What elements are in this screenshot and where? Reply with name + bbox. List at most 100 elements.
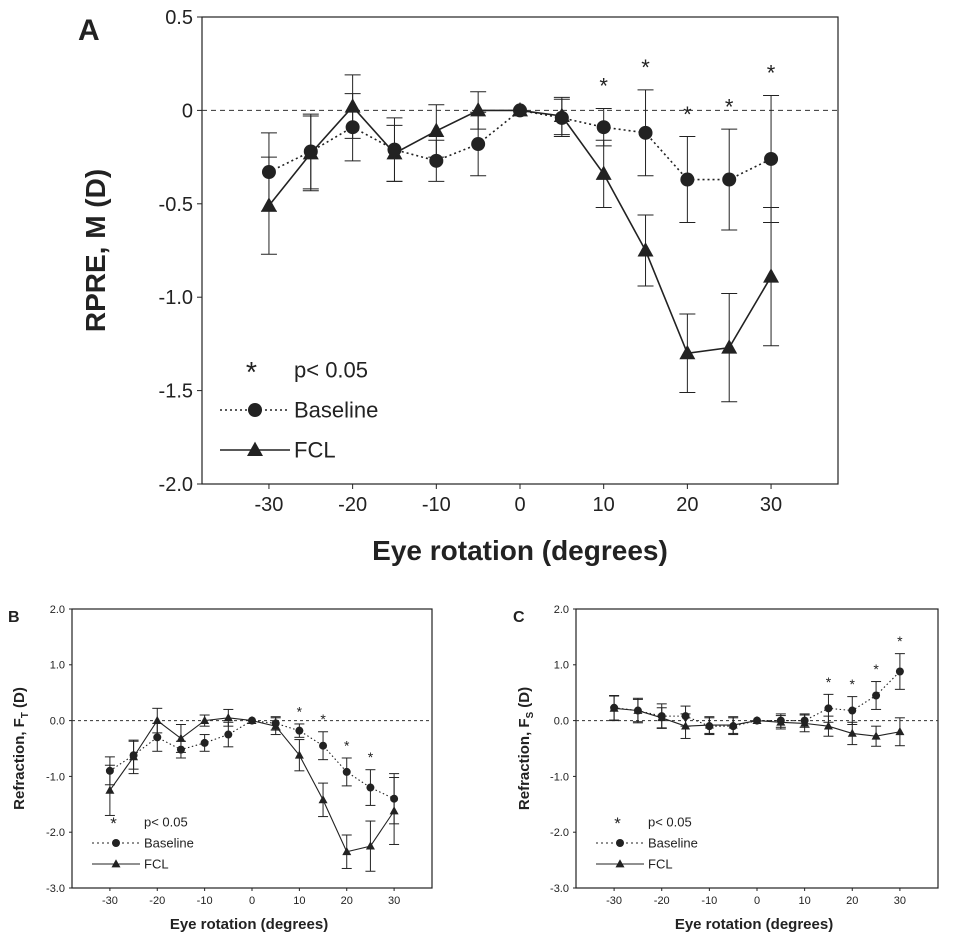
significance-star: *: [767, 61, 776, 86]
data-point-circle: [680, 172, 695, 187]
legend-marker-circle: [112, 839, 120, 847]
significance-star: *: [725, 94, 734, 119]
significance-star: *: [297, 703, 303, 719]
data-point-triangle: [728, 720, 738, 729]
data-point-triangle: [271, 721, 281, 730]
legend: * p< 0.05 Baseline FCL: [596, 814, 698, 872]
data-point-circle: [895, 667, 904, 676]
data-point-circle: [342, 767, 351, 776]
panel-label: B: [8, 609, 20, 626]
y-tick-label: -2.0: [159, 474, 193, 496]
data-point-circle: [764, 151, 779, 166]
data-point-triangle: [200, 715, 210, 724]
significance-star: *: [599, 74, 608, 99]
x-tick-label: -20: [654, 895, 670, 907]
data-point-triangle: [800, 718, 810, 727]
y-tick-label: -1.5: [159, 381, 193, 403]
significance-star: *: [320, 711, 326, 727]
y-axis-label: Refraction, FT (D): [11, 687, 31, 810]
data-point-triangle: [302, 144, 319, 160]
data-point-triangle: [553, 107, 570, 123]
y-tick-label: 1.0: [554, 660, 569, 672]
y-tick-label: -1.0: [159, 287, 193, 309]
data-point-triangle: [763, 268, 780, 283]
y-axis-label-subscript: S: [525, 711, 536, 718]
data-point-triangle: [470, 102, 487, 117]
y-tick-label: -0.5: [159, 194, 193, 216]
x-axis-label: Eye rotation (degrees): [675, 916, 833, 933]
legend-significance-label: p< 0.05: [144, 815, 188, 830]
data-point-triangle: [152, 715, 162, 724]
data-point-triangle: [704, 720, 714, 729]
data-point-triangle: [247, 715, 257, 724]
series-line: [268, 105, 772, 355]
significance-star: *: [873, 661, 879, 677]
data-point-circle: [319, 741, 328, 750]
legend-significance-label: p< 0.05: [648, 815, 692, 830]
significance-star: *: [826, 674, 832, 690]
data-point-triangle: [721, 339, 738, 354]
data-point-triangle: [176, 733, 186, 742]
y-tick-label: 0.0: [50, 715, 65, 727]
legend-significance-label: p< 0.05: [294, 358, 368, 383]
data-point-triangle: [633, 705, 643, 714]
legend-marker-triangle: [615, 859, 625, 868]
data-point-triangle: [318, 795, 328, 804]
x-tick-label: 0: [514, 494, 525, 516]
data-point-triangle: [823, 721, 833, 730]
data-point-circle: [200, 738, 209, 747]
y-tick-label: -1.0: [46, 771, 65, 783]
y-axis-label-subscript: T: [20, 712, 31, 718]
series-line: [109, 717, 395, 853]
data-point-triangle: [344, 98, 361, 113]
x-tick-label: 0: [754, 895, 760, 907]
y-tick-label: -3.0: [46, 883, 65, 895]
y-axis-label-unit: (D): [11, 687, 28, 712]
data-point-triangle: [342, 847, 352, 856]
data-point-circle: [366, 783, 375, 792]
x-tick-label: 30: [760, 494, 782, 516]
legend-marker-circle: [248, 403, 262, 417]
y-tick-label: -2.0: [550, 827, 569, 839]
x-tick-label: -10: [197, 895, 213, 907]
x-tick-label: 30: [388, 895, 400, 907]
significance-star: *: [344, 737, 350, 753]
data-point-triangle: [129, 752, 139, 761]
data-point-triangle: [389, 806, 399, 815]
data-point-triangle: [365, 841, 375, 850]
panel-label: A: [78, 14, 100, 47]
y-tick-label: 2.0: [50, 604, 65, 616]
data-point-circle: [722, 172, 737, 187]
data-point-circle: [872, 691, 881, 700]
y-tick-label: 0.5: [165, 7, 193, 29]
x-tick-label: -30: [254, 494, 283, 516]
legend-star-symbol: *: [614, 814, 621, 833]
data-point-triangle: [260, 197, 277, 212]
y-axis-label-main: Refraction, F: [516, 718, 533, 810]
significance-star: *: [897, 633, 903, 649]
series-fcl: [609, 695, 905, 747]
x-tick-label: 20: [676, 494, 698, 516]
y-tick-label: 0: [182, 100, 193, 122]
legend-marker-circle: [616, 839, 624, 847]
data-point-triangle: [609, 703, 619, 712]
significance-star: *: [641, 55, 650, 80]
data-point-circle: [153, 733, 162, 742]
legend-label: FCL: [294, 438, 336, 463]
data-point-triangle: [847, 728, 857, 737]
data-point-circle: [638, 125, 653, 140]
data-point-triangle: [595, 165, 612, 180]
legend-star-symbol: *: [246, 357, 257, 389]
data-point-triangle: [871, 731, 881, 740]
data-point-circle: [471, 137, 486, 152]
y-axis-label-main: Refraction, F: [11, 718, 28, 810]
data-point-triangle: [752, 715, 762, 724]
x-tick-label: -30: [606, 895, 622, 907]
significance-star: *: [368, 749, 374, 765]
y-axis-label: RPRE, M (D): [80, 169, 111, 332]
legend-marker-triangle: [247, 441, 263, 456]
legend-label: Baseline: [648, 836, 698, 851]
x-tick-label: 10: [293, 895, 305, 907]
series-fcl: [260, 74, 780, 403]
